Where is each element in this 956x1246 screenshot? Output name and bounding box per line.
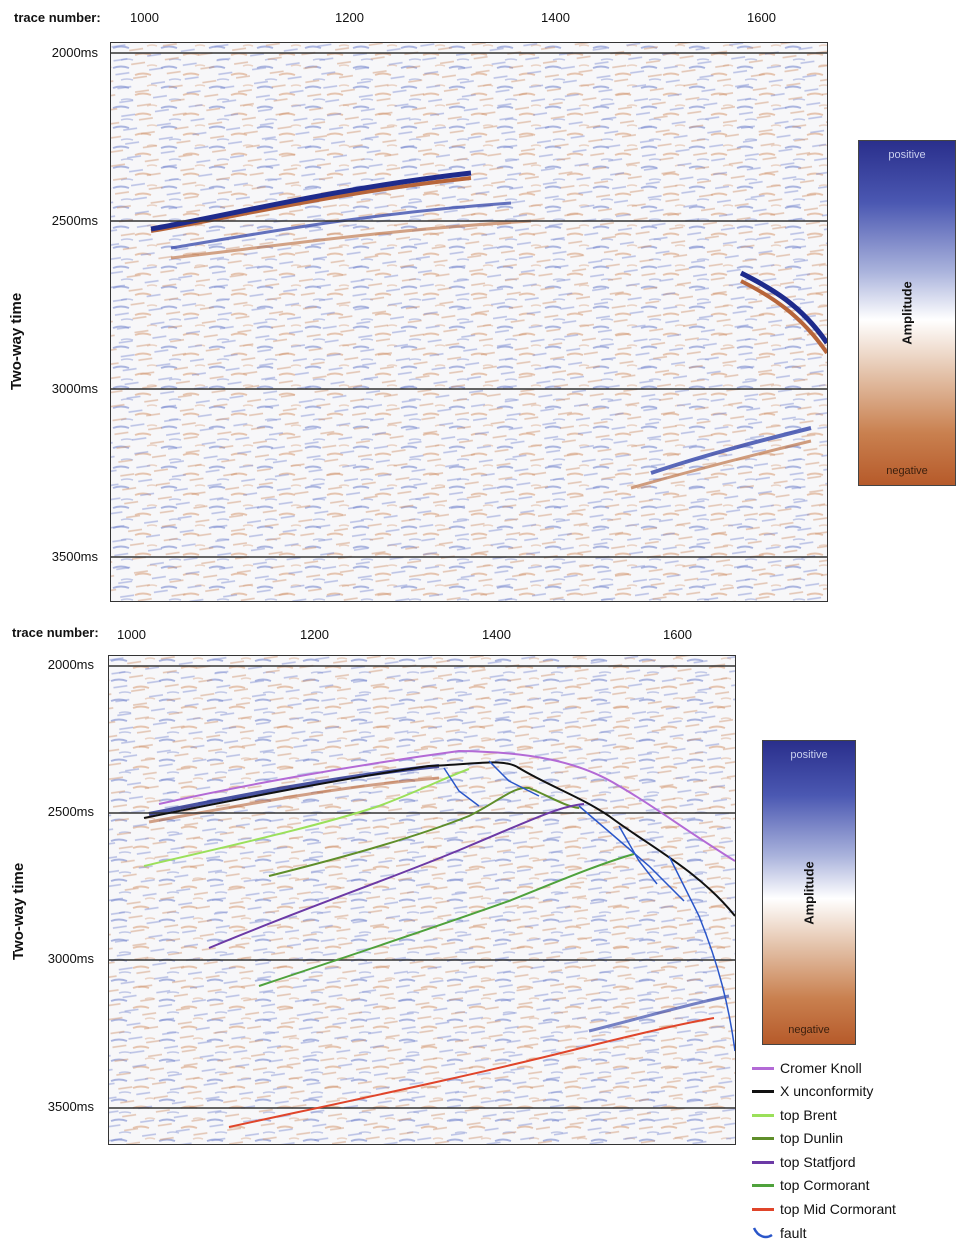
fault-2 <box>488 760 540 797</box>
time-tick-2500-top: 2500ms <box>51 213 98 228</box>
colorbar-positive-label-top: positive <box>888 149 926 161</box>
legend-swatch-top-dunlin <box>752 1136 774 1140</box>
legend-item-fault: fault <box>752 1222 806 1244</box>
legend-swatch-top-cormorant <box>752 1183 774 1187</box>
time-tick-3000-top: 3000ms <box>51 381 98 396</box>
time-tick-2500-bottom: 2500ms <box>47 804 94 819</box>
trace-tick-1600-bottom: 1600 <box>663 627 692 642</box>
horizon-top-brent <box>143 768 470 867</box>
trace-number-caption-top: trace number: <box>14 10 101 25</box>
y-axis-title-bottom: Two-way time <box>10 862 27 960</box>
fault-icon <box>752 1227 773 1239</box>
legend-label-top-mid-cormorant: top Mid Cormorant <box>780 1201 896 1217</box>
fault-1 <box>443 767 480 807</box>
legend-swatch-x-unconformity <box>752 1089 774 1093</box>
legend-item-top-mid-cormorant: top Mid Cormorant <box>752 1198 896 1220</box>
y-axis-title-top: Two-way time <box>8 292 25 390</box>
seismic-section-bottom <box>108 655 736 1145</box>
legend-item-x-unconformity: X unconformity <box>752 1080 873 1102</box>
legend-swatch-cromer-knoll <box>752 1066 774 1070</box>
colorbar-negative-label-bottom: negative <box>788 1024 830 1036</box>
colorbar-title-top: Amplitude <box>899 281 915 345</box>
time-tick-2000-bottom: 2000ms <box>47 657 94 672</box>
horizon-x-unconformity <box>143 761 735 917</box>
time-tick-3500-bottom: 3500ms <box>47 1099 94 1114</box>
legend-swatch-top-brent <box>752 1113 774 1117</box>
legend-label-cromer-knoll: Cromer Knoll <box>780 1060 862 1076</box>
legend-label-fault: fault <box>780 1225 807 1241</box>
legend-item-top-brent: top Brent <box>752 1104 837 1126</box>
legend-swatch-top-mid-cormorant <box>752 1207 774 1211</box>
colorbar-title-bottom: Amplitude <box>801 860 817 925</box>
fault-5 <box>668 855 735 1052</box>
trace-tick-1000-bottom: 1000 <box>117 627 146 642</box>
legend-label-top-dunlin: top Dunlin <box>780 1130 844 1146</box>
legend-item-top-cormorant: top Cormorant <box>752 1174 869 1196</box>
amplitude-colorbar-bottom: positive Amplitude negative <box>762 740 856 1045</box>
legend-label-top-brent: top Brent <box>780 1107 837 1123</box>
trace-tick-1400-top: 1400 <box>541 10 570 25</box>
horizon-cromer-knoll <box>158 749 735 862</box>
colorbar-positive-label-bottom: positive <box>790 749 828 761</box>
fault-3 <box>578 805 685 902</box>
time-tick-3500-top: 3500ms <box>51 549 98 564</box>
trace-tick-1600-top: 1600 <box>747 10 776 25</box>
legend-item-cromer-knoll: Cromer Knoll <box>752 1057 862 1079</box>
fault-4 <box>618 825 658 885</box>
legend-label-x-unconformity: X unconformity <box>780 1083 874 1099</box>
legend-item-top-statfjord: top Statfjord <box>752 1151 856 1173</box>
legend-label-top-statfjord: top Statfjord <box>780 1154 856 1170</box>
colorbar-negative-label-top: negative <box>886 465 928 477</box>
seismic-image-bottom <box>109 656 735 1144</box>
trace-tick-1400-bottom: 1400 <box>482 627 511 642</box>
trace-tick-1200-top: 1200 <box>335 10 364 25</box>
horizon-top-mid-cormorant <box>228 1017 715 1128</box>
legend-label-top-cormorant: top Cormorant <box>780 1177 870 1193</box>
trace-tick-1200-bottom: 1200 <box>300 627 329 642</box>
amplitude-colorbar-top: positive Amplitude negative <box>858 140 956 486</box>
trace-number-caption-bottom: trace number: <box>12 625 99 640</box>
trace-tick-1000-top: 1000 <box>130 10 159 25</box>
legend-item-top-dunlin: top Dunlin <box>752 1127 843 1149</box>
horizon-top-cormorant <box>258 853 635 987</box>
legend-swatch-top-statfjord <box>752 1160 774 1164</box>
horizon-top-statfjord <box>208 803 585 949</box>
horizon-top-dunlin <box>268 786 580 877</box>
seismic-section-top <box>110 42 828 602</box>
time-tick-3000-bottom: 3000ms <box>47 951 94 966</box>
seismic-image-top <box>111 43 827 601</box>
time-tick-2000-top: 2000ms <box>51 45 98 60</box>
